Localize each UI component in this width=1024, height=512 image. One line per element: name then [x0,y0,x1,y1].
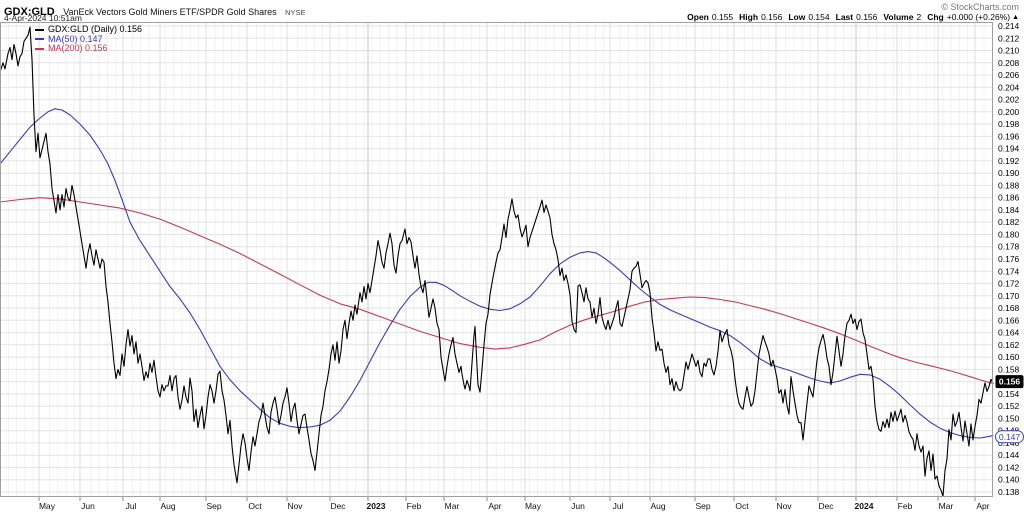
ma50-price-label: 0.147 [999,432,1021,442]
month-label: Aug [160,501,175,511]
y-axis-label: 0.192 [998,156,1020,166]
y-axis-label: 0.160 [998,352,1020,362]
month-label: Apr [976,501,989,511]
y-axis-label: 0.152 [998,401,1020,411]
y-axis-label: 0.204 [998,82,1020,92]
quote-chg-label: Chg [927,12,944,22]
plot-frame [0,22,993,497]
ma50-line [0,108,994,439]
y-axis-label: 0.186 [998,193,1020,203]
legend-swatch-icon [35,38,44,41]
month-label: Dec [330,501,346,511]
y-axis-label: 0.182 [998,217,1020,227]
y-axis-label: 0.162 [998,340,1020,350]
y-axis-label: 0.184 [998,205,1020,215]
y-axis-label: 0.178 [998,242,1020,252]
quote-low-value: 0.154 [808,12,830,22]
y-axis-label: 0.190 [998,168,1020,178]
y-axis-label: 0.208 [998,58,1020,68]
month-label: Aug [650,501,665,511]
legend-swatch-icon [35,47,44,50]
y-axis-label: 0.154 [998,389,1020,399]
y-axis-label: 0.138 [998,487,1020,497]
legend-item-0: GDX:GLD (Daily) 0.156 [35,24,143,35]
ticker-symbol: GDX:GLD [4,6,55,18]
y-axis-label: 0.198 [998,119,1020,129]
chart-legend: GDX:GLD (Daily) 0.156 MA(50) 0.147 MA(200)… [35,24,143,54]
month-label: Oct [248,501,262,511]
exchange-label: NYSE [285,8,306,17]
quote-open-value: 0.155 [711,12,734,22]
month-label: May [39,501,56,511]
month-label: Jul [126,501,137,511]
month-label: Nov [776,501,792,511]
y-axis-label: 0.158 [998,364,1020,374]
y-axis-label: 0.206 [998,70,1020,80]
legend-item-1: MA(50) 0.147 [35,33,142,45]
month-label: May [525,501,542,511]
month-label: Oct [735,501,749,511]
y-axis-label: 0.200 [998,107,1020,117]
quote-open-label: Open [687,12,709,22]
legend-label: MA(200) 0.156 [48,43,108,53]
chart-title: GDX:GLD VanEck Vectors Gold Miners ETF/S… [4,2,306,20]
quote-chg-value: +0.000 (+0.26%) [946,12,1011,22]
y-axis-label: 0.166 [998,315,1020,325]
y-axis-label: 0.150 [998,413,1020,423]
datetime-label: 4-Apr-2024 10:51am [4,13,82,23]
y-axis-label: 0.180 [998,230,1020,240]
y-axis-label: 0.168 [998,303,1020,313]
y-axis-label: 0.174 [998,266,1020,276]
last-price-box [995,375,1024,389]
month-label: Sep [206,501,221,511]
month-label: Jul [613,501,624,511]
security-name: VanEck Vectors Gold Miners ETF/SPDR Gold… [63,7,277,17]
price-line [0,26,994,497]
y-axis-label: 0.212 [998,33,1020,43]
month-label: Feb [898,501,913,511]
y-axis-label: 0.214 [998,21,1020,31]
month-label: Mar [445,501,460,511]
y-axis-label: 0.188 [998,180,1020,190]
y-axis-label: 0.202 [998,95,1020,105]
month-label: Jun [81,501,95,511]
legend-item-2: MA(200) 0.156 [35,43,142,54]
month-label: Apr [488,501,501,511]
quote-last-value: 0.156 [856,12,878,22]
ma200-line [0,197,994,385]
copyright-label: © StockCharts.com [941,2,1019,12]
month-label: Mar [939,501,954,511]
quote-bar: Open 0.155 High 0.156 Low 0.154 Last 0.156 Volum… [681,12,1019,22]
y-axis-label: 0.170 [998,291,1020,301]
y-axis-label: 0.176 [998,254,1020,264]
legend-label: GDX:GLD (Daily) 0.156 [48,24,143,34]
month-label: Feb [407,501,422,511]
y-axis-label: 0.142 [998,463,1020,473]
y-axis-label: 0.194 [998,144,1020,154]
quote-high-value: 0.156 [761,12,783,22]
quote-volume-value: 2 [916,12,922,22]
legend-label: MA(50) 0.147 [48,33,103,44]
month-label: 2024 [855,501,874,511]
month-label: 2023 [367,501,386,511]
y-axis-label: 0.144 [998,450,1020,460]
quote-high-label: High [739,12,759,22]
y-axis-label: 0.210 [998,46,1020,56]
y-axis-label: 0.172 [998,279,1020,289]
y-axis-label: 0.140 [998,475,1020,485]
quote-volume-label: Volume [883,12,914,22]
y-axis-label: 0.164 [998,328,1020,338]
month-label: Jun [571,501,585,511]
change-up-arrow-icon: ▲ [1012,14,1019,21]
last-price-label: 0.156 [999,377,1021,387]
month-label: Sep [695,501,710,511]
quote-low-label: Low [788,12,806,22]
legend-swatch-icon [35,28,44,31]
quote-last-label: Last [835,12,854,22]
month-label: Nov [287,501,303,511]
month-label: Dec [818,501,834,511]
y-axis-label: 0.196 [998,131,1020,141]
